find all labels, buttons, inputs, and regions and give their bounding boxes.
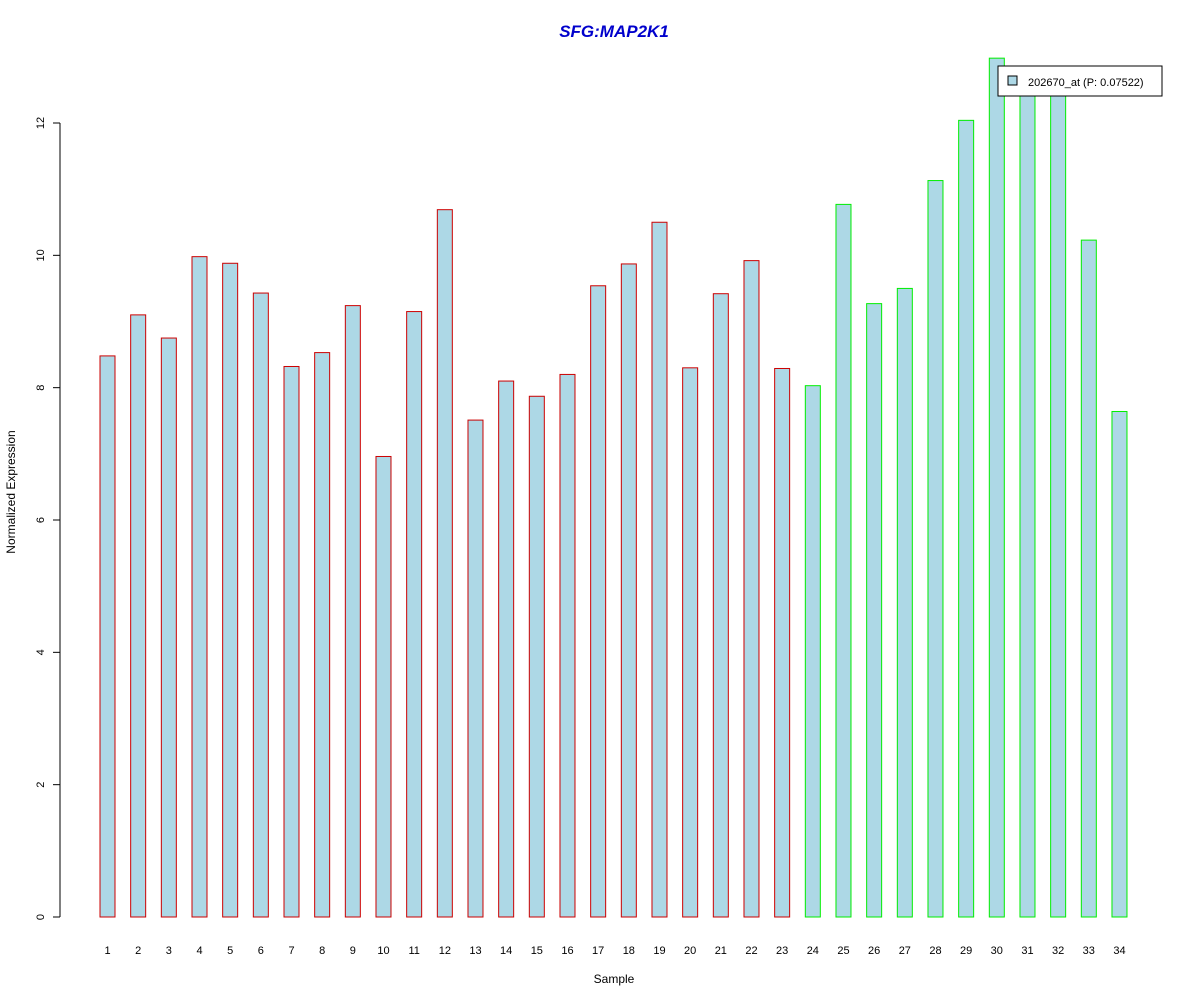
x-tick-label: 3 [166,945,172,957]
x-tick-label: 34 [1113,945,1125,957]
x-tick-label: 20 [684,945,696,957]
legend-swatch [1007,75,1018,86]
bar-sample-31 [1019,89,1036,918]
y-tick-label: 2 [35,782,47,788]
x-tick-label: 17 [592,945,604,957]
bar-sample-20 [682,367,699,918]
bar-sample-8 [314,352,331,918]
y-tick-label: 6 [35,517,47,523]
x-tick-label: 8 [319,945,325,957]
bar-sample-13 [467,419,484,918]
y-axis-label: Normalized Expression [4,430,18,553]
x-tick-label: 31 [1021,945,1033,957]
bar-sample-3 [160,337,177,918]
x-tick-label: 18 [623,945,635,957]
x-tick-label: 13 [469,945,481,957]
bar-sample-15 [528,395,545,918]
x-axis-label: Sample [594,972,635,986]
legend: 202670_at (P: 0.07522) [997,65,1163,97]
bar-sample-14 [498,380,515,918]
y-tick-label: 8 [35,385,47,391]
bar-sample-27 [896,287,913,918]
x-tick-label: 2 [135,945,141,957]
bar-sample-21 [712,293,729,918]
bar-sample-1 [99,355,116,918]
bar-sample-32 [1050,89,1067,918]
x-tick-label: 9 [350,945,356,957]
x-tick-label: 5 [227,945,233,957]
bar-sample-4 [191,256,208,918]
x-tick-label: 25 [837,945,849,957]
x-tick-label: 29 [960,945,972,957]
chart-title: SFG:MAP2K1 [559,22,669,41]
x-tick-label: 7 [288,945,294,957]
x-tick-label: 10 [377,945,389,957]
legend-box [997,65,1163,97]
bar-sample-19 [651,221,668,918]
bar-sample-28 [927,180,944,918]
x-tick-label: 6 [258,945,264,957]
bar-sample-12 [436,209,453,918]
x-tick-label: 15 [531,945,543,957]
x-tick-label: 16 [561,945,573,957]
bar-sample-6 [252,292,269,918]
bar-sample-34 [1111,410,1128,918]
x-tick-label: 27 [899,945,911,957]
x-tick-labels: 1 2 3 4 5 6 7 8 9 10 11 12 13 14 15 16 17 18 19 20 21 22 23 24 2… [104,945,1125,957]
x-tick-label: 12 [439,945,451,957]
bar-sample-30 [988,57,1005,918]
bar-sample-18 [620,263,637,918]
bar-sample-9 [344,305,361,918]
bar-sample-23 [774,367,791,918]
bar-sample-2 [130,314,147,918]
bar-sample-29 [958,119,975,918]
bar-sample-22 [743,260,760,918]
x-tick-label: 14 [500,945,512,957]
y-tick-label: 4 [35,649,47,655]
bar-sample-33 [1080,239,1097,918]
x-tick-label: 19 [653,945,665,957]
x-tick-label: 1 [104,945,110,957]
x-tick-label: 11 [408,945,419,957]
x-tick-label: 28 [929,945,941,957]
y-tick-label: 10 [35,249,47,261]
bar-sample-24 [804,385,821,918]
bar-sample-7 [283,365,300,918]
x-tick-label: 32 [1052,945,1064,957]
bar-sample-10 [375,455,392,918]
bar-sample-17 [590,285,607,918]
x-tick-label: 23 [776,945,788,957]
bar-sample-11 [406,311,423,918]
x-tick-label: 33 [1083,945,1095,957]
y-axis: 0 2 4 6 8 10 12 [35,117,61,920]
bars [99,57,1128,918]
bar-sample-25 [835,203,852,918]
bar-sample-16 [559,373,576,918]
x-tick-label: 4 [196,945,202,957]
x-tick-label: 30 [991,945,1003,957]
x-tick-label: 21 [715,945,727,957]
y-tick-label: 0 [35,914,47,920]
bar-sample-5 [222,262,239,918]
y-tick-label: 12 [35,117,47,129]
x-tick-label: 22 [745,945,757,957]
legend-label: 202670_at (P: 0.07522) [1028,77,1144,89]
x-tick-label: 24 [807,945,819,957]
x-tick-label: 26 [868,945,880,957]
bar-sample-26 [866,303,883,918]
